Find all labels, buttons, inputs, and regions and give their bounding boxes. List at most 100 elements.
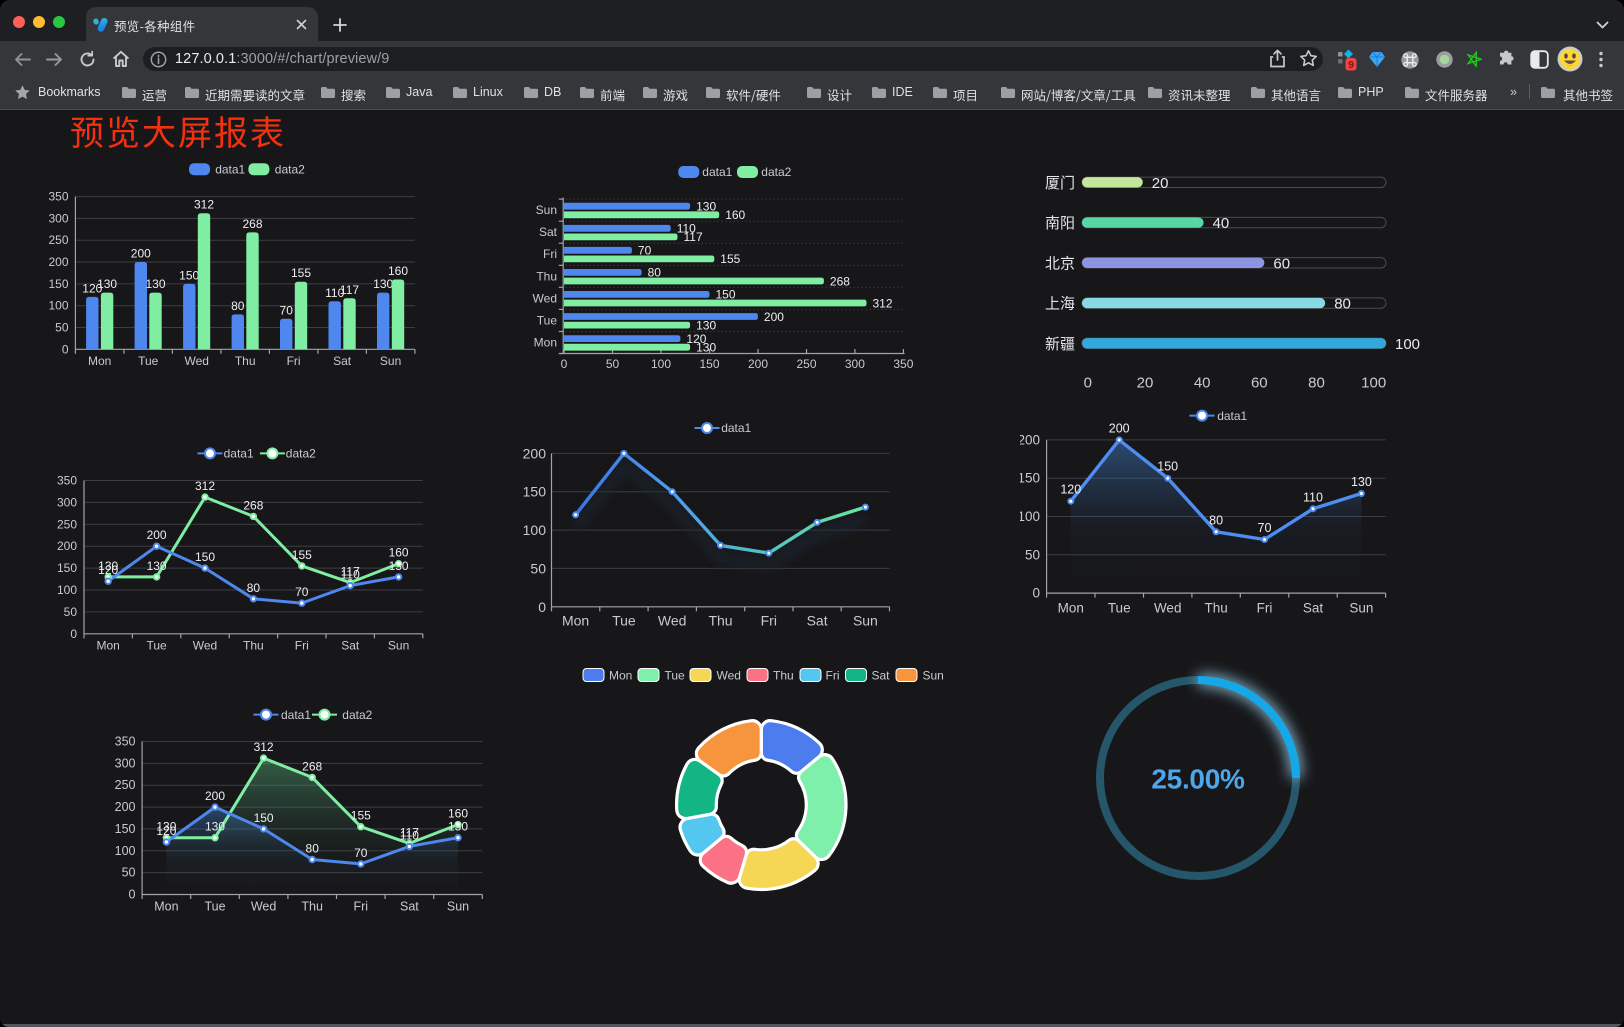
svg-text:Wed: Wed xyxy=(251,900,277,914)
svg-text:350: 350 xyxy=(57,474,77,488)
svg-text:150: 150 xyxy=(57,561,77,575)
svg-text:120: 120 xyxy=(1060,483,1081,497)
svg-text:Thu: Thu xyxy=(301,900,323,914)
svg-text:data1: data1 xyxy=(721,421,751,435)
svg-text:50: 50 xyxy=(122,866,136,880)
svg-text:350: 350 xyxy=(48,190,68,204)
svg-text:Sun: Sun xyxy=(853,613,878,629)
svg-text:9: 9 xyxy=(1348,60,1354,71)
svg-text:150: 150 xyxy=(523,484,547,500)
svg-text:110: 110 xyxy=(1303,490,1323,504)
svg-text:0: 0 xyxy=(561,357,568,371)
svg-text:厦门: 厦门 xyxy=(1045,172,1075,193)
svg-text:80: 80 xyxy=(231,299,245,313)
svg-text:130: 130 xyxy=(205,820,225,834)
svg-text:Fri: Fri xyxy=(826,669,840,683)
svg-text:25.00%: 25.00% xyxy=(1151,764,1245,795)
svg-text:160: 160 xyxy=(725,208,745,222)
svg-text:200: 200 xyxy=(748,357,768,371)
svg-text:Wed: Wed xyxy=(193,639,217,653)
svg-text:Mon: Mon xyxy=(154,900,178,914)
svg-text:200: 200 xyxy=(48,255,68,269)
svg-text:Mon: Mon xyxy=(609,669,632,683)
svg-text:300: 300 xyxy=(845,357,865,371)
svg-text:150: 150 xyxy=(179,268,199,282)
svg-text:117: 117 xyxy=(341,565,360,579)
svg-text:70: 70 xyxy=(354,846,368,860)
svg-text:Tue: Tue xyxy=(665,669,686,683)
svg-text:Sun: Sun xyxy=(536,203,557,217)
svg-text:80: 80 xyxy=(306,842,320,856)
svg-text:130: 130 xyxy=(389,559,409,573)
svg-text:0: 0 xyxy=(1084,375,1092,392)
svg-text:200: 200 xyxy=(147,528,167,542)
svg-text:Sun: Sun xyxy=(380,354,401,368)
svg-text:Thu: Thu xyxy=(536,269,557,283)
svg-text:80: 80 xyxy=(1334,296,1351,313)
svg-text:Tue: Tue xyxy=(146,639,167,653)
svg-text:130: 130 xyxy=(147,559,167,573)
svg-text:Thu: Thu xyxy=(708,613,732,629)
svg-text:100: 100 xyxy=(115,844,136,858)
svg-text:Tue: Tue xyxy=(1108,601,1131,616)
svg-text:130: 130 xyxy=(156,820,176,834)
svg-text:60: 60 xyxy=(1251,375,1268,392)
svg-text:Sat: Sat xyxy=(872,669,891,683)
svg-text:110: 110 xyxy=(677,222,696,236)
svg-text:117: 117 xyxy=(340,283,359,297)
svg-text:117: 117 xyxy=(400,825,419,839)
svg-text:130: 130 xyxy=(97,277,117,291)
svg-text:150: 150 xyxy=(716,288,736,302)
svg-text:200: 200 xyxy=(1109,421,1130,435)
svg-text:250: 250 xyxy=(796,357,816,371)
svg-text:120: 120 xyxy=(156,824,176,838)
svg-text:Fri: Fri xyxy=(287,354,301,368)
svg-text:Fri: Fri xyxy=(354,900,369,914)
svg-text:data1: data1 xyxy=(215,162,245,176)
svg-text:268: 268 xyxy=(302,759,322,773)
svg-text:Sat: Sat xyxy=(1303,601,1324,616)
svg-text:130: 130 xyxy=(1351,475,1372,489)
svg-text:250: 250 xyxy=(48,233,68,247)
svg-text:Sun: Sun xyxy=(388,639,409,653)
svg-text:312: 312 xyxy=(873,296,893,310)
svg-text:312: 312 xyxy=(195,479,215,493)
svg-text:data1: data1 xyxy=(281,708,311,722)
svg-text:Mon: Mon xyxy=(88,354,111,368)
svg-text:268: 268 xyxy=(243,498,263,512)
svg-text:200: 200 xyxy=(115,800,136,814)
svg-text:Wed: Wed xyxy=(717,669,741,683)
svg-text:70: 70 xyxy=(638,244,652,258)
svg-text:268: 268 xyxy=(830,274,850,288)
svg-text:Fri: Fri xyxy=(543,247,557,261)
svg-text:100: 100 xyxy=(1361,375,1386,392)
svg-text:155: 155 xyxy=(720,252,740,266)
svg-text:北京: 北京 xyxy=(1045,252,1075,273)
svg-text:60: 60 xyxy=(1273,255,1290,272)
svg-text:新疆: 新疆 xyxy=(1045,333,1075,354)
svg-text:Tue: Tue xyxy=(138,354,159,368)
svg-text:200: 200 xyxy=(764,310,784,324)
svg-text:120: 120 xyxy=(98,563,118,577)
svg-text:200: 200 xyxy=(1020,432,1040,447)
svg-text:data2: data2 xyxy=(342,708,372,722)
svg-text:150: 150 xyxy=(195,550,215,564)
svg-text:40: 40 xyxy=(1194,375,1211,392)
svg-text:Thu: Thu xyxy=(773,669,794,683)
svg-text:data1: data1 xyxy=(702,165,732,179)
svg-text:Mon: Mon xyxy=(1058,601,1084,616)
svg-text:155: 155 xyxy=(291,266,311,280)
svg-text:data1: data1 xyxy=(224,447,254,461)
svg-text:130: 130 xyxy=(696,200,716,214)
svg-text:300: 300 xyxy=(115,756,136,770)
svg-text:Sat: Sat xyxy=(400,900,419,914)
svg-text:150: 150 xyxy=(1157,460,1178,474)
svg-text:100: 100 xyxy=(1020,509,1040,524)
svg-text:155: 155 xyxy=(351,809,371,823)
svg-text:Sat: Sat xyxy=(341,639,360,653)
svg-text:50: 50 xyxy=(606,357,620,371)
svg-text:100: 100 xyxy=(523,522,547,538)
svg-text:150: 150 xyxy=(48,277,68,291)
svg-text:117: 117 xyxy=(684,230,703,244)
svg-text:Thu: Thu xyxy=(243,639,264,653)
